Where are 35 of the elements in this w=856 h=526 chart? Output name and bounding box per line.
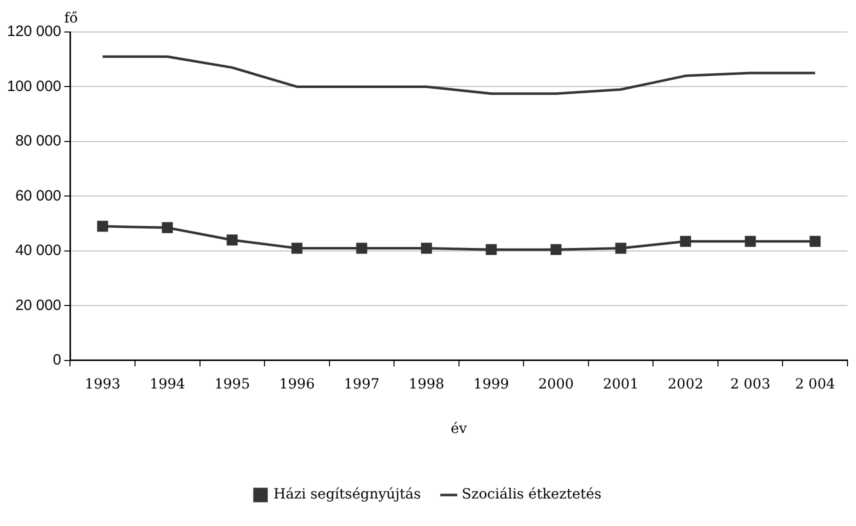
point [615,242,626,254]
y-tick-label: 40 000 [15,242,62,260]
x-tick-label: 1995 [214,376,250,392]
point [291,242,302,254]
legend-label: Házi segítségnyújtás [274,486,421,503]
x-tick-label: 1998 [408,376,444,392]
x-tick-label: 2000 [538,376,574,392]
y-tick-label: 120 000 [6,23,62,40]
x-axis-title: év [450,421,468,438]
x-tick-label: 1997 [344,376,380,392]
y-tick-label: 60 000 [15,187,62,204]
legend-label: Szociális étkeztetés [462,486,602,503]
x-tick-label: 2 004 [795,376,836,392]
point [744,236,756,247]
x-tick-label: 2002 [668,376,704,392]
point [680,236,692,247]
y-tick-label: 80 000 [15,132,62,150]
y-tick-label: 20 000 [15,296,62,314]
x-tick-label: 1993 [84,376,120,392]
x-tick-label: 1996 [279,376,315,392]
x-tick-label: 2001 [602,376,639,392]
x-tick-label: 2 003 [730,376,770,392]
y-tick-label: 0 [52,352,62,369]
y-axis-title: fő [64,10,78,27]
point [97,220,108,232]
point [420,242,432,254]
point [810,236,821,247]
point [356,242,368,254]
point [550,244,562,256]
point [486,244,497,256]
x-tick-label: 1999 [473,376,510,392]
point [162,222,173,234]
x-tick-label: 1994 [150,376,186,392]
point [226,234,238,246]
y-tick-label: 100 000 [6,78,62,95]
